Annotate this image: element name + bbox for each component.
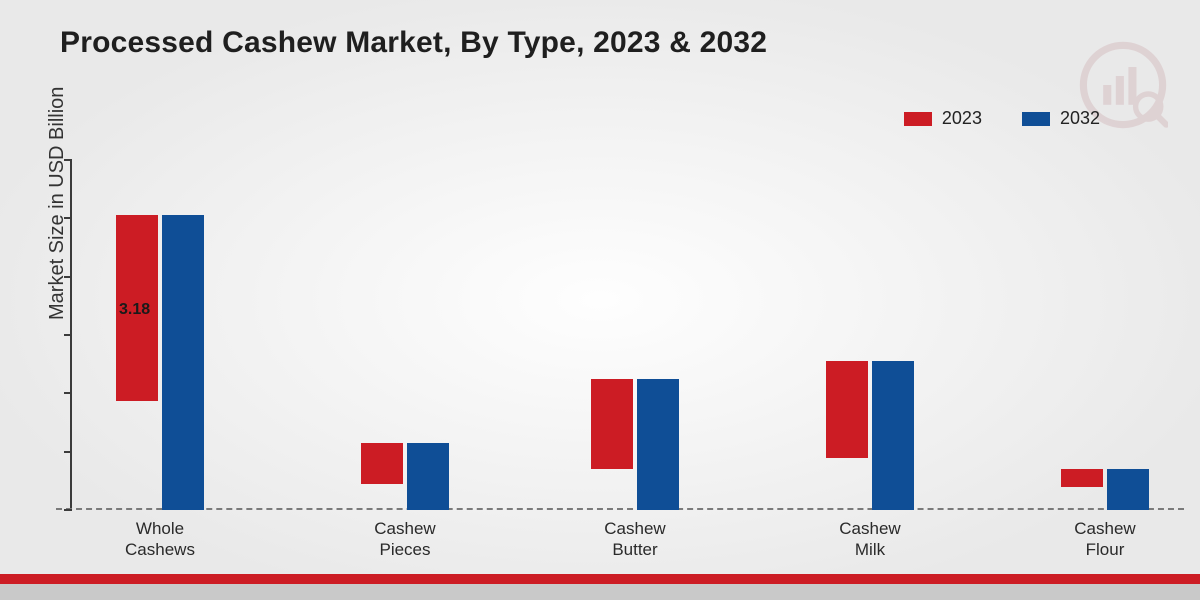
chart-title: Processed Cashew Market, By Type, 2023 &… [60,26,767,60]
bar-2023 [361,443,403,484]
bar-2023 [826,361,868,457]
legend-swatch-2023 [904,112,932,126]
y-tick [64,276,72,278]
y-tick [64,159,72,161]
legend-label-2032: 2032 [1060,108,1100,129]
x-tick-label: Whole Cashews [90,518,230,561]
y-tick [64,217,72,219]
bar-2032 [1107,469,1149,510]
footer-red-strip [0,574,1200,584]
bar-group [1061,469,1149,510]
bar-group [826,361,914,510]
footer-grey-strip [0,584,1200,600]
bar-2032 [872,361,914,510]
bar-2032 [637,379,679,510]
x-tick-label: Cashew Flour [1035,518,1175,561]
bar-2023 [591,379,633,469]
legend-swatch-2032 [1022,112,1050,126]
legend-label-2023: 2023 [942,108,982,129]
bar-value-label: 3.18 [119,301,150,319]
bar-group [591,379,679,510]
bar-2023 [1061,469,1103,487]
bar-2032 [162,215,204,510]
chart-canvas: Processed Cashew Market, By Type, 2023 &… [0,0,1200,600]
bar-group [361,443,449,510]
y-axis-label: Market Size in USD Billion [46,87,69,320]
x-tick-label: Cashew Milk [800,518,940,561]
legend-item-2032: 2032 [1022,108,1100,129]
bar-group [116,215,204,510]
x-tick-label: Cashew Butter [565,518,705,561]
bar-2032 [407,443,449,510]
plot-area: 3.18Whole CashewsCashew PiecesCashew But… [70,160,1170,510]
x-tick-label: Cashew Pieces [335,518,475,561]
y-tick [64,334,72,336]
legend: 2023 2032 [904,108,1100,129]
y-tick [64,392,72,394]
y-tick [64,509,72,511]
y-tick [64,451,72,453]
legend-item-2023: 2023 [904,108,982,129]
